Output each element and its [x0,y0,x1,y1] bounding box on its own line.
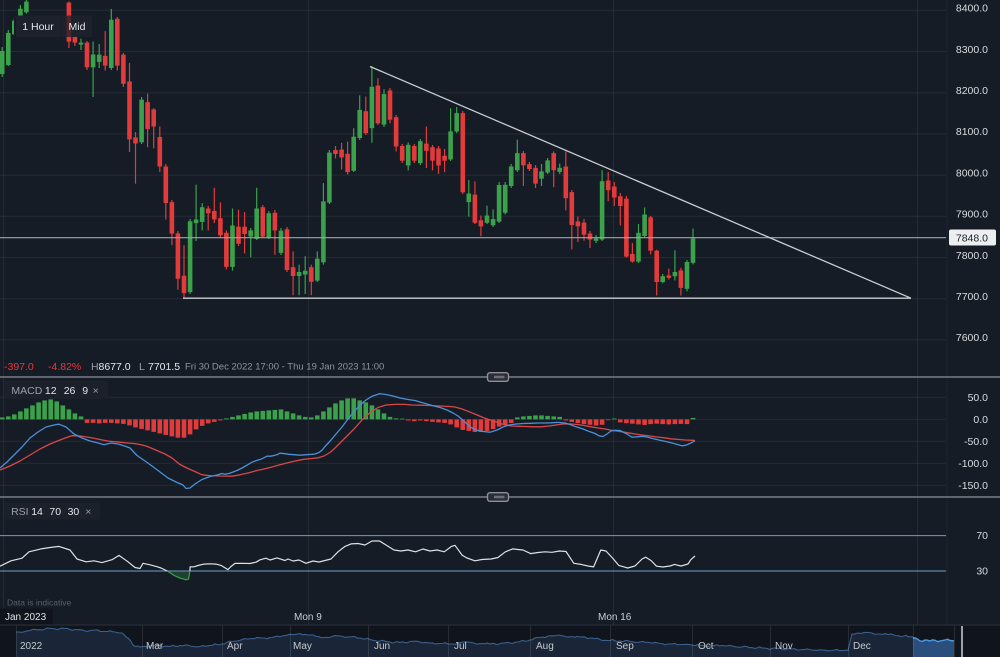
svg-text:8300.0: 8300.0 [956,44,988,56]
svg-text:70: 70 [49,506,61,518]
svg-text:Jan 2023: Jan 2023 [5,612,47,623]
svg-text:Oct: Oct [698,641,714,652]
svg-text:12: 12 [45,385,57,397]
svg-text:30: 30 [976,566,988,578]
svg-text:7900.0: 7900.0 [956,209,988,221]
svg-text:Nov: Nov [775,641,793,652]
svg-text:May: May [293,641,312,652]
svg-text:MACD: MACD [11,385,42,397]
svg-text:9: 9 [82,385,88,397]
svg-text:0.0: 0.0 [973,414,988,426]
svg-text:-397.0: -397.0 [4,361,34,373]
svg-text:8000.0: 8000.0 [956,167,988,179]
svg-text:1 Hour: 1 Hour [22,21,54,33]
svg-text:-100.0: -100.0 [958,458,988,470]
svg-text:26: 26 [64,385,76,397]
svg-text:8400.0: 8400.0 [956,3,988,15]
svg-text:Mar: Mar [146,641,164,652]
svg-text:×: × [93,385,99,397]
svg-text:Fri 30 Dec 2022 17:00 - Thu 19: Fri 30 Dec 2022 17:00 - Thu 19 Jan 2023 … [185,362,384,373]
svg-text:7701.5: 7701.5 [148,361,180,373]
svg-text:-150.0: -150.0 [958,480,988,492]
svg-text:Jun: Jun [374,641,390,652]
svg-text:Mid: Mid [69,21,86,33]
svg-text:Dec: Dec [853,641,871,652]
svg-text:8100.0: 8100.0 [956,126,988,138]
svg-text:L: L [139,361,145,373]
svg-text:30: 30 [68,506,80,518]
svg-text:Apr: Apr [227,641,243,652]
svg-text:Mon 9: Mon 9 [294,612,322,623]
svg-text:H: H [91,361,99,373]
svg-text:14: 14 [31,506,43,518]
svg-text:Aug: Aug [536,641,554,652]
svg-text:Sep: Sep [616,641,634,652]
svg-text:7848.0: 7848.0 [956,232,988,244]
svg-text:70: 70 [976,530,988,542]
svg-text:RSI: RSI [11,506,29,518]
svg-text:7700.0: 7700.0 [956,291,988,303]
svg-text:Mon 16: Mon 16 [598,612,632,623]
svg-text:-50.0: -50.0 [964,436,988,448]
svg-text:7800.0: 7800.0 [956,250,988,262]
svg-text:8677.0: 8677.0 [99,361,131,373]
svg-text:-4.82%: -4.82% [48,361,81,373]
svg-text:Data is indicative: Data is indicative [7,598,72,608]
svg-text:2022: 2022 [20,641,43,652]
svg-text:Jul: Jul [454,641,467,652]
svg-text:8200.0: 8200.0 [956,85,988,97]
svg-text:×: × [85,506,91,518]
svg-text:50.0: 50.0 [968,392,989,404]
svg-text:7600.0: 7600.0 [956,332,988,344]
